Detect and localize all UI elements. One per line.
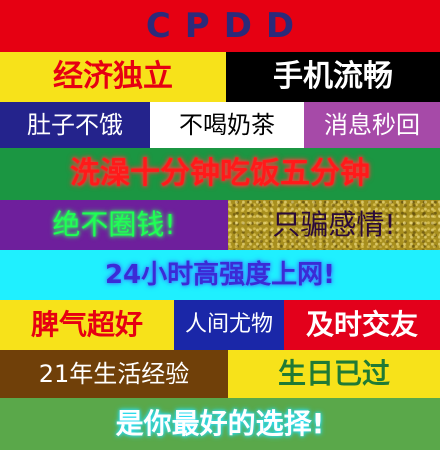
tag-text: 及时交友 [305,308,418,341]
tag-text: 人间尤物 [184,312,273,337]
tag-text: 是你最好的选择! [115,407,325,440]
tag-life-experience: 21年生活经验 [0,350,228,398]
tag-text: 21年生活经验 [38,360,190,388]
tag-text: 经济独立 [53,59,173,94]
tag-shower-meal: 洗澡十分钟吃饭五分钟 [0,148,440,200]
tag-economic-independence: 经济独立 [0,52,226,102]
tag-stunner: 人间尤物 [174,300,284,350]
tag-good-temper: 脾气超好 [0,300,174,350]
tag-not-hungry: 肚子不饿 [0,102,150,148]
tag-always-online: 24小时高强度上网! [0,250,440,300]
tag-text: 洗澡十分钟吃饭五分钟 [70,156,370,191]
tag-instant-reply: 消息秒回 [304,102,440,148]
tag-no-milk-tea: 不喝奶茶 [150,102,304,148]
tag-text: 只骗感情! [272,208,396,241]
tag-no-money-grab: 绝不圈钱! [0,200,228,250]
tag-text: 脾气超好 [30,308,143,341]
title-text: CPDD [145,6,309,46]
tag-birthday-passed: 生日已过 [228,350,440,398]
title-banner: CPDD [0,0,440,52]
tag-make-friends: 及时交友 [284,300,440,350]
tag-text: 不喝奶茶 [179,111,275,139]
tag-text: 生日已过 [277,357,390,390]
tag-text: 24小时高强度上网! [104,260,336,290]
tag-text: 消息秒回 [324,111,420,139]
tag-phone-smooth: 手机流畅 [226,52,440,102]
tag-only-feelings: 只骗感情! [228,200,440,250]
tag-text: 肚子不饿 [27,111,123,139]
tag-text: 手机流畅 [273,59,393,94]
tag-best-choice: 是你最好的选择! [0,398,440,450]
tag-text: 绝不圈钱! [52,208,176,241]
